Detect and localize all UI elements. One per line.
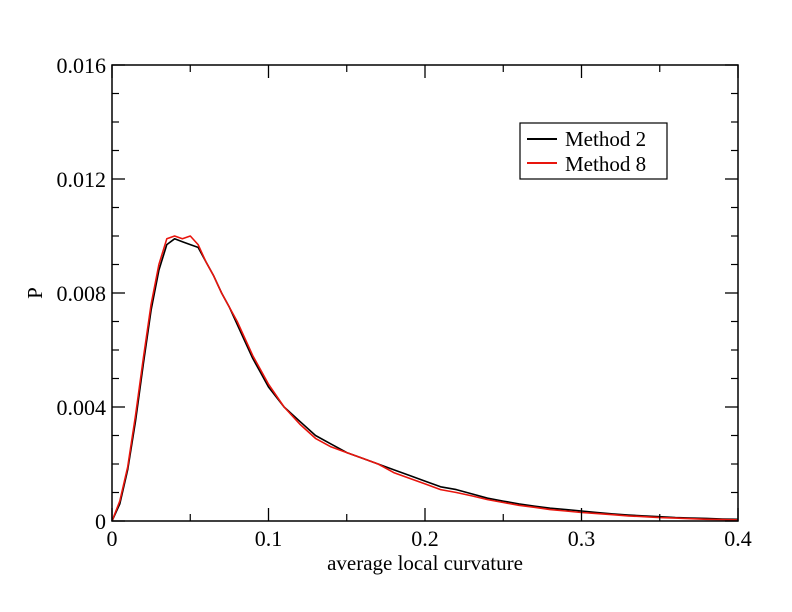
series-line-method-2 <box>111 238 739 522</box>
legend-label-method-2: Method 2 <box>565 127 646 151</box>
y-tick-label: 0.012 <box>57 167 107 192</box>
x-tick-label: 0.2 <box>411 526 439 551</box>
x-tick-label: 0.3 <box>568 526 596 551</box>
x-tick-label: 0 <box>107 526 118 551</box>
x-tick-label: 0.4 <box>724 526 752 551</box>
x-tick-label: 0.1 <box>255 526 283 551</box>
legend-box <box>519 122 668 180</box>
series-line-method-8 <box>111 235 739 522</box>
ticks-layer: 0 0.1 0.2 0.3 0.4 0 0.004 0.008 0.012 0.016 <box>57 53 752 551</box>
series-layer <box>111 235 739 522</box>
y-tick-label: 0.004 <box>57 395 107 420</box>
y-tick-label: 0.008 <box>57 281 107 306</box>
y-axis-title: P <box>23 287 47 299</box>
x-axis-title: average local curvature <box>327 551 523 575</box>
legend: Method 2 Method 8 <box>519 122 668 180</box>
y-tick-label: 0.016 <box>57 53 107 78</box>
y-tick-label: 0 <box>95 509 106 534</box>
legend-label-method-8: Method 8 <box>565 152 646 176</box>
